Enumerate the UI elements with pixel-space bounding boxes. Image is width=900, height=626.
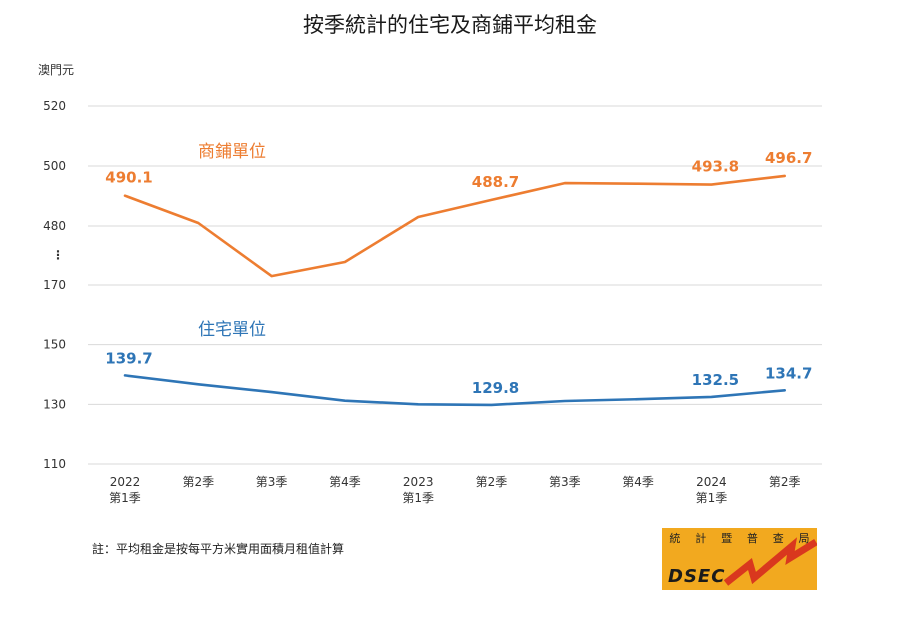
data-label: 129.8 — [472, 379, 519, 397]
y-axis-unit: 澳門元 — [38, 63, 74, 77]
y-tick-label: 500 — [43, 159, 66, 173]
logo-char: 普 — [746, 532, 758, 545]
y-tick-label: 520 — [43, 99, 66, 113]
series-line-1 — [123, 374, 786, 407]
data-label: 134.7 — [765, 364, 812, 382]
x-tick-quarter: 第2季 — [182, 475, 214, 489]
logo-letters: DSEC — [668, 566, 726, 587]
y-tick-label: 170 — [43, 278, 66, 292]
chart-title: 按季統計的住宅及商鋪平均租金 — [303, 13, 597, 37]
logo-char: 暨 — [721, 532, 733, 545]
logo-char: 計 — [695, 532, 707, 545]
x-tick-quarter: 第4季 — [622, 475, 654, 489]
series-name-label: 住宅單位 — [198, 320, 266, 340]
data-label: 493.8 — [692, 158, 739, 176]
data-label: 139.7 — [105, 349, 152, 367]
axis-break-marker: ⋮ — [52, 248, 64, 262]
x-tick-quarter: 第2季 — [476, 475, 508, 489]
x-tick-year: 2024 — [696, 475, 727, 489]
x-tick-quarter: 第2季 — [769, 475, 801, 489]
x-tick-quarter: 第1季 — [402, 491, 434, 505]
dsec-logo: 統 計 暨普 查 局 DSEC — [662, 528, 817, 590]
x-tick-quarter: 第1季 — [109, 491, 141, 505]
logo-char: 查 — [772, 532, 784, 545]
x-tick-quarter: 第3季 — [549, 475, 581, 489]
data-label: 496.7 — [765, 149, 812, 167]
logo-char: 統 — [669, 532, 681, 545]
x-tick-quarter: 第4季 — [329, 475, 361, 489]
data-label: 132.5 — [692, 371, 739, 389]
footnote: 註：平均租金是按每平方米實用面積月租值計算 — [92, 542, 345, 556]
x-tick-quarter: 第1季 — [696, 491, 728, 505]
y-tick-label: 480 — [43, 219, 66, 233]
x-tick-year: 2022 — [110, 475, 141, 489]
logo-zigzag-icon — [723, 537, 817, 586]
x-tick-quarter: 第3季 — [256, 475, 288, 489]
y-tick-label: 130 — [43, 397, 66, 411]
series-line-0 — [123, 174, 786, 278]
logo-char: 局 — [798, 532, 810, 545]
data-label: 488.7 — [472, 173, 519, 191]
data-label: 490.1 — [105, 169, 152, 187]
x-tick-year: 2023 — [403, 475, 434, 489]
series-name-label: 商鋪單位 — [198, 142, 266, 162]
y-tick-label: 110 — [43, 457, 66, 471]
logo-characters: 統 計 暨普 查 局 — [662, 530, 817, 546]
y-tick-label: 150 — [43, 338, 66, 352]
